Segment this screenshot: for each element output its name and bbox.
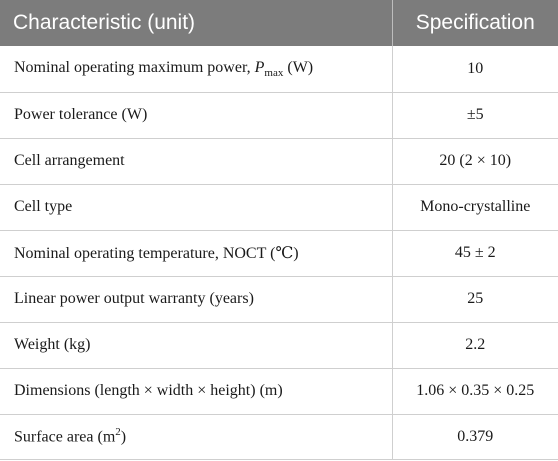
row-value: 20 (2 × 10) xyxy=(439,152,512,169)
row-value: Mono-crystalline xyxy=(420,198,531,215)
row-value: 45 ± 2 xyxy=(454,244,496,261)
row-label-subscript: max xyxy=(264,66,284,79)
header-specification: Specification xyxy=(415,11,535,34)
header-row: Characteristic (unit) Specification xyxy=(0,0,558,46)
row-label: Nominal operating temperature, NOCT (℃) xyxy=(0,230,393,276)
row-label-symbol: P xyxy=(254,58,265,76)
table-row: Power tolerance (W) ±5 xyxy=(0,92,558,138)
table-row: Dimensions (length × width × height) (m)… xyxy=(0,368,558,414)
row-label: Dimensions (length × width × height) (m) xyxy=(0,368,393,414)
row-label: Cell arrangement xyxy=(0,138,393,184)
row-value: 0.379 xyxy=(457,427,494,445)
row-value: 10 xyxy=(467,59,484,77)
row-label: Nominal operating maximum power, Pmax (W… xyxy=(0,46,393,92)
table-row: Cell arrangement 20 (2 × 10) xyxy=(0,138,558,184)
row-value: 25 xyxy=(467,290,484,307)
row-label: Cell type xyxy=(0,184,393,230)
row-value: 2.2 xyxy=(465,336,486,353)
table-row: Cell type Mono-crystalline xyxy=(0,184,558,230)
row-label: Power tolerance (W) xyxy=(0,92,393,138)
table-body: Nominal operating maximum power, Pmax (W… xyxy=(0,46,558,459)
row-label-suffix: ) xyxy=(120,428,127,446)
row-value: ±5 xyxy=(466,106,484,123)
table-row: Linear power output warranty (years) 25 xyxy=(0,276,558,322)
header-characteristic: Characteristic (unit) xyxy=(0,0,393,46)
row-label-prefix: Nominal operating maximum power, xyxy=(14,58,255,76)
row-label: Surface area (m2) xyxy=(0,414,393,459)
table-header: Characteristic (unit) Specification xyxy=(0,0,558,46)
table-row: Nominal operating temperature, NOCT (℃) … xyxy=(0,230,558,276)
row-label: Weight (kg) xyxy=(0,322,393,368)
row-label-suffix: (W) xyxy=(283,58,314,76)
row-label-prefix: Surface area (m xyxy=(14,428,116,446)
table-row: Nominal operating maximum power, Pmax (W… xyxy=(0,46,558,92)
table-row: Weight (kg) 2.2 xyxy=(0,322,558,368)
row-value: 1.06 × 0.35 × 0.25 xyxy=(416,382,535,399)
row-label: Linear power output warranty (years) xyxy=(0,276,393,322)
row-label-superscript: 2 xyxy=(115,426,121,439)
table-row: Surface area (m2) 0.379 xyxy=(0,414,558,459)
